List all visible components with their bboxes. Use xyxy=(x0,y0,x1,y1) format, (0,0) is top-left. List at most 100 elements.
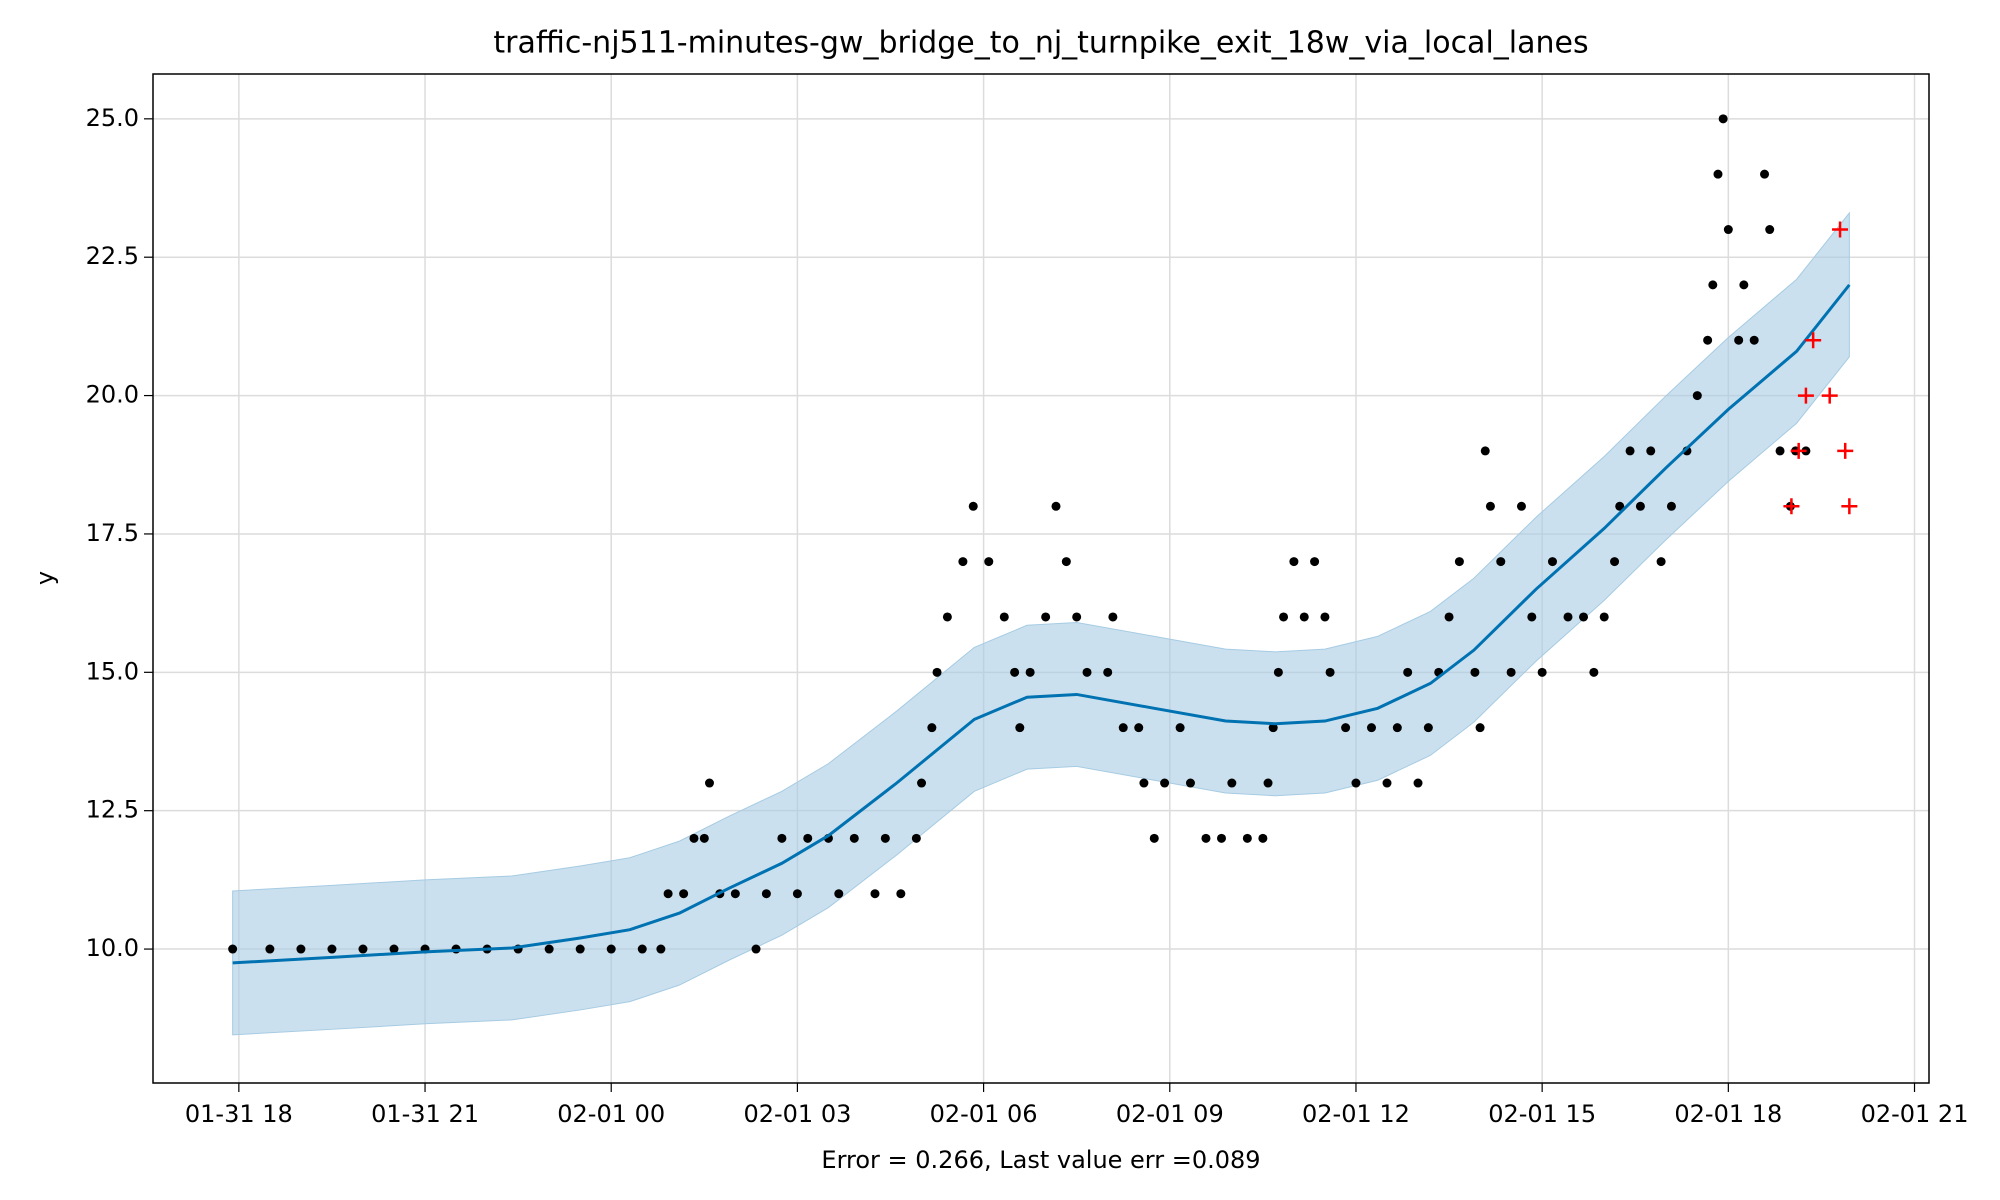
observed-point xyxy=(1775,446,1785,456)
observed-point xyxy=(880,833,890,843)
observed-point xyxy=(1703,335,1713,345)
x-tick-label: 02-01 15 xyxy=(1488,1100,1596,1128)
observed-point xyxy=(803,833,813,843)
actual-point xyxy=(1841,498,1858,515)
y-axis-label: y xyxy=(31,571,59,585)
observed-point xyxy=(1382,778,1392,788)
observed-point xyxy=(792,889,802,899)
y-tick-label: 20.0 xyxy=(86,381,139,409)
actual-point xyxy=(1837,442,1854,459)
observed-point xyxy=(1320,612,1330,622)
observed-point xyxy=(1103,667,1113,677)
y-tick-label: 12.5 xyxy=(86,796,139,824)
observed-point xyxy=(1201,833,1211,843)
observed-point xyxy=(1082,667,1092,677)
observed-point xyxy=(1718,114,1728,124)
observed-point xyxy=(1692,391,1702,401)
observed-point xyxy=(1310,557,1320,567)
observed-point xyxy=(911,833,921,843)
observed-point xyxy=(958,557,968,567)
observed-point xyxy=(1646,446,1656,456)
observed-point xyxy=(1392,723,1402,733)
observed-point xyxy=(1444,612,1454,622)
x-tick-label: 01-31 18 xyxy=(185,1100,293,1128)
actual-point xyxy=(1797,387,1814,404)
plot-frame xyxy=(152,73,1930,1084)
observed-point xyxy=(358,944,368,954)
x-tick-label: 02-01 09 xyxy=(1116,1100,1224,1128)
observed-point xyxy=(1061,557,1071,567)
observed-point xyxy=(699,833,709,843)
x-tick-label: 01-31 21 xyxy=(371,1100,479,1128)
observed-point xyxy=(1263,778,1273,788)
observed-point xyxy=(1299,612,1309,622)
x-axis-label: Error = 0.266, Last value err =0.089 xyxy=(821,1146,1260,1174)
observed-point xyxy=(1227,778,1237,788)
observed-point xyxy=(1366,723,1376,733)
observed-point xyxy=(1599,612,1609,622)
observed-point xyxy=(1279,612,1289,622)
observed-point xyxy=(1635,501,1645,511)
observed-point xyxy=(1118,723,1128,733)
observed-point xyxy=(296,944,306,954)
observed-point xyxy=(896,889,906,899)
observed-point xyxy=(1666,501,1676,511)
observed-point xyxy=(1579,612,1589,622)
x-tick-label: 02-01 21 xyxy=(1861,1100,1969,1128)
observed-point xyxy=(1708,280,1718,290)
observed-point xyxy=(927,723,937,733)
observed-point xyxy=(942,612,952,622)
observed-point xyxy=(849,833,859,843)
observed-point xyxy=(575,944,585,954)
observed-point xyxy=(1506,667,1516,677)
observed-point xyxy=(968,501,978,511)
actual-point xyxy=(1821,387,1838,404)
observed-point xyxy=(984,557,994,567)
observed-point xyxy=(1760,169,1770,179)
observed-point xyxy=(1625,446,1635,456)
actual-point xyxy=(1805,332,1822,349)
observed-point xyxy=(1268,723,1278,733)
observed-point xyxy=(1723,225,1733,235)
observed-point xyxy=(1134,723,1144,733)
y-tick-label: 15.0 xyxy=(86,657,139,685)
observed-point xyxy=(1485,501,1495,511)
observed-point xyxy=(777,833,787,843)
observed-point xyxy=(1423,723,1433,733)
observed-point xyxy=(1325,667,1335,677)
observed-point xyxy=(1765,225,1775,235)
observed-point xyxy=(1139,778,1149,788)
observed-point xyxy=(1185,778,1195,788)
observed-point xyxy=(1547,557,1557,567)
observed-point xyxy=(1051,501,1061,511)
observed-point xyxy=(1610,557,1620,567)
observed-point xyxy=(1403,667,1413,677)
y-tick-label: 17.5 xyxy=(86,519,139,547)
x-tick-label: 02-01 12 xyxy=(1302,1100,1410,1128)
observed-point xyxy=(1413,778,1423,788)
x-tick-label: 02-01 03 xyxy=(743,1100,851,1128)
observed-point xyxy=(1739,280,1749,290)
observed-point xyxy=(1341,723,1351,733)
observed-point xyxy=(1149,833,1159,843)
chart-title: traffic-nj511-minutes-gw_bridge_to_nj_tu… xyxy=(493,26,1588,61)
observed-point xyxy=(1041,612,1051,622)
observed-point xyxy=(917,778,927,788)
observed-point xyxy=(1108,612,1118,622)
observed-point xyxy=(1351,778,1361,788)
actual-point xyxy=(1832,221,1849,238)
observed-point xyxy=(689,833,699,843)
y-tick-label: 10.0 xyxy=(86,934,139,962)
observed-point xyxy=(1025,667,1035,677)
observed-point xyxy=(1273,667,1283,677)
observed-point xyxy=(1656,557,1666,567)
observed-point xyxy=(704,778,714,788)
observed-point xyxy=(1072,612,1082,622)
x-tick-label: 02-01 00 xyxy=(557,1100,665,1128)
observed-point xyxy=(389,944,399,954)
observed-point xyxy=(327,944,337,954)
observed-point xyxy=(999,612,1009,622)
observed-point xyxy=(1242,833,1252,843)
